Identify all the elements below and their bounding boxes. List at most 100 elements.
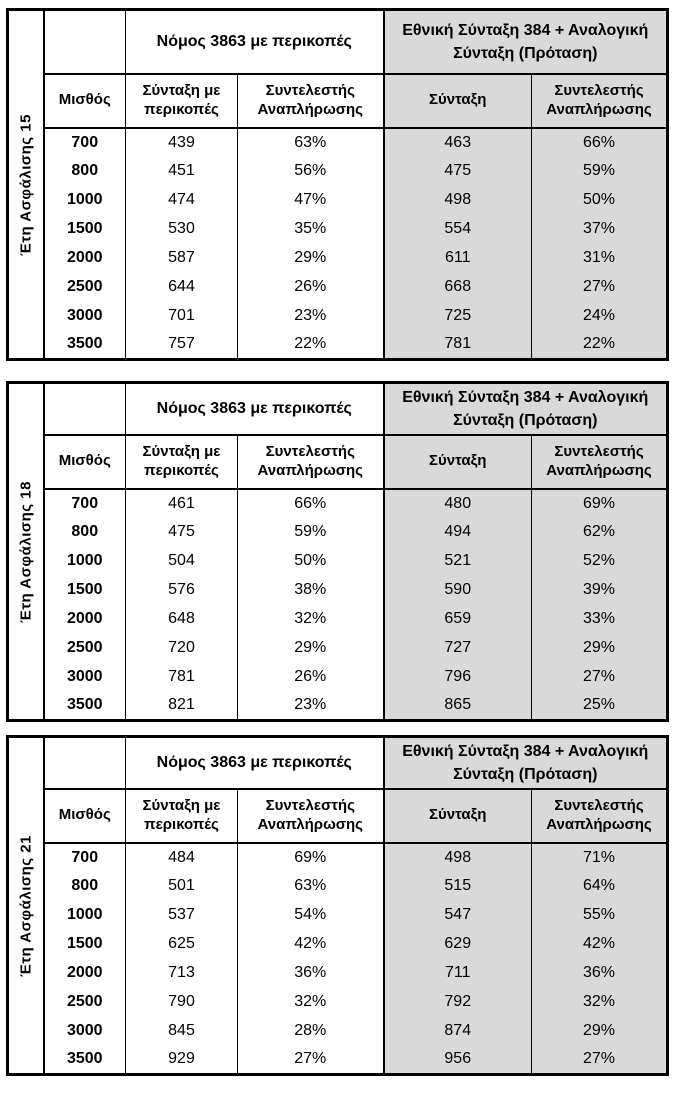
table-row: 3000 845 28% 874 29% [8, 1016, 668, 1046]
table-row: 800 475 59% 494 62% [8, 517, 668, 547]
replacement-rate-cell: 63% [237, 127, 385, 157]
pension-cut-cell: 474 [125, 185, 238, 215]
table-row: 3500 821 23% 865 25% [8, 691, 668, 721]
table-row: 2000 587 29% 611 31% [8, 243, 668, 273]
salary-cell: 1500 [43, 575, 126, 605]
pension-cut-cell: 587 [125, 243, 238, 273]
group-header-row: Έτη Ασφάλισης 21 Νόμος 3863 με περικοπές… [7, 736, 668, 1075]
pension-proposal-column-header: Σύνταξη [383, 73, 532, 129]
pension-proposal-cell: 547 [383, 900, 532, 930]
replacement-rate-cell: 23% [237, 691, 385, 721]
salary-cell: 3500 [43, 330, 126, 360]
group-header-law: Νόμος 3863 με περικοπές [125, 736, 385, 790]
replacement-rate-cell: 23% [237, 301, 385, 331]
salary-cell: 700 [43, 488, 126, 518]
table-row: 2500 790 32% 792 32% [8, 987, 668, 1017]
replacement-rate-column-header: Συντελεστής Αναπλήρωσης [237, 788, 385, 844]
replacement-rate-proposal-cell: 42% [531, 929, 668, 959]
side-cell: Έτη Ασφάλισης 15 [7, 9, 45, 360]
pension-proposal-cell: 792 [383, 987, 532, 1017]
pension-cut-cell: 439 [125, 127, 238, 157]
table-row: 700 439 63% 463 66% [8, 127, 668, 157]
table-row: 3000 781 26% 796 27% [8, 662, 668, 692]
pension-cut-column-header: Σύνταξη με περικοπές [125, 788, 238, 844]
replacement-rate-cell: 54% [237, 900, 385, 930]
pension-proposal-cell: 711 [383, 958, 532, 988]
pension-proposal-cell: 463 [383, 127, 532, 157]
pension-cut-cell: 451 [125, 156, 238, 186]
pension-proposal-cell: 796 [383, 662, 532, 692]
table-row: 800 501 63% 515 64% [8, 871, 668, 901]
salary-cell: 3000 [43, 301, 126, 331]
table-row: 2000 648 32% 659 33% [8, 604, 668, 634]
table-row: 1000 504 50% 521 52% [8, 546, 668, 576]
column-header-row: Μισθός Σύνταξη με περικοπές Συντελεστής … [8, 73, 668, 129]
insurance-years-label: Έτη Ασφάλισης 18 [17, 480, 35, 623]
pension-proposal-cell: 727 [383, 633, 532, 663]
table-row: 700 461 66% 480 69% [8, 488, 668, 518]
table-row: 1000 474 47% 498 50% [8, 185, 668, 215]
pension-cut-cell: 576 [125, 575, 238, 605]
salary-cell: 1000 [43, 900, 126, 930]
replacement-rate-cell: 22% [237, 330, 385, 360]
group-header-law: Νόμος 3863 με περικοπές [125, 382, 385, 436]
replacement-rate-cell: 36% [237, 958, 385, 988]
pension-cut-cell: 625 [125, 929, 238, 959]
replacement-rate-cell: 59% [237, 517, 385, 547]
pension-cut-column-header: Σύνταξη με περικοπές [125, 434, 238, 490]
group-header-law: Νόμος 3863 με περικοπές [125, 9, 385, 75]
replacement-rate-cell: 26% [237, 272, 385, 302]
replacement-rate-proposal-cell: 27% [531, 662, 668, 692]
pension-cut-cell: 713 [125, 958, 238, 988]
replacement-rate-proposal-cell: 27% [531, 1045, 668, 1075]
salary-column-header: Μισθός [43, 788, 126, 844]
pension-proposal-cell: 874 [383, 1016, 532, 1046]
replacement-rate-proposal-column-header: Συντελεστής Αναπλήρωσης [531, 434, 668, 490]
replacement-rate-proposal-cell: 69% [531, 488, 668, 518]
pension-cut-cell: 475 [125, 517, 238, 547]
pension-proposal-cell: 659 [383, 604, 532, 634]
pension-proposal-cell: 494 [383, 517, 532, 547]
column-header-row: Μισθός Σύνταξη με περικοπές Συντελεστής … [8, 788, 668, 844]
pension-cut-column-header: Σύνταξη με περικοπές [125, 73, 238, 129]
pension-proposal-cell: 865 [383, 691, 532, 721]
pension-proposal-cell: 629 [383, 929, 532, 959]
replacement-rate-proposal-column-header: Συντελεστής Αναπλήρωσης [531, 788, 668, 844]
table-row: 700 484 69% 498 71% [8, 842, 668, 872]
pension-cut-cell: 821 [125, 691, 238, 721]
insurance-years-label: Έτη Ασφάλισης 21 [17, 834, 35, 977]
replacement-rate-cell: 32% [237, 987, 385, 1017]
salary-cell: 1000 [43, 185, 126, 215]
pension-proposal-cell: 554 [383, 214, 532, 244]
pension-cut-cell: 929 [125, 1045, 238, 1075]
salary-cell: 2500 [43, 633, 126, 663]
pension-proposal-cell: 590 [383, 575, 532, 605]
pension-proposal-cell: 480 [383, 488, 532, 518]
replacement-rate-cell: 38% [237, 575, 385, 605]
pension-proposal-cell: 781 [383, 330, 532, 360]
salary-column-header: Μισθός [43, 434, 126, 490]
side-cell: Έτη Ασφάλισης 18 [7, 382, 45, 721]
pension-proposal-cell: 668 [383, 272, 532, 302]
pension-table-21-years: Έτη Ασφάλισης 21 Νόμος 3863 με περικοπές… [6, 735, 669, 1076]
table-row: 800 451 56% 475 59% [8, 156, 668, 186]
pension-proposal-cell: 475 [383, 156, 532, 186]
group-header-proposal: Εθνική Σύνταξη 384 + Αναλογική Σύνταξη (… [383, 9, 668, 75]
salary-cell: 2000 [43, 604, 126, 634]
group-header-row: Έτη Ασφάλισης 15 Νόμος 3863 με περικοπές… [7, 9, 668, 360]
salary-cell: 2500 [43, 272, 126, 302]
pension-table-18-years: Έτη Ασφάλισης 18 Νόμος 3863 με περικοπές… [6, 381, 669, 722]
replacement-rate-proposal-cell: 64% [531, 871, 668, 901]
pension-cut-cell: 757 [125, 330, 238, 360]
table-row: 1000 537 54% 547 55% [8, 900, 668, 930]
table-row: 1500 576 38% 590 39% [8, 575, 668, 605]
pension-cut-cell: 701 [125, 301, 238, 331]
table-row: 2000 713 36% 711 36% [8, 958, 668, 988]
table-row: 1500 625 42% 629 42% [8, 929, 668, 959]
replacement-rate-cell: 47% [237, 185, 385, 215]
pension-cut-cell: 484 [125, 842, 238, 872]
pension-proposal-column-header: Σύνταξη [383, 788, 532, 844]
salary-cell: 800 [43, 156, 126, 186]
pension-proposal-cell: 611 [383, 243, 532, 273]
pension-proposal-cell: 515 [383, 871, 532, 901]
